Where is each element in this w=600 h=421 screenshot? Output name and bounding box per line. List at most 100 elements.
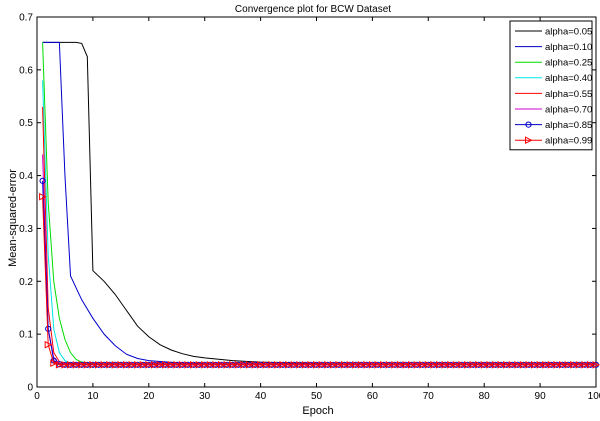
data-point-triangle (363, 360, 371, 369)
data-point-triangle (44, 340, 53, 349)
data-point-triangle (435, 360, 444, 369)
data-point-triangle (229, 360, 237, 369)
data-point-triangle (452, 360, 461, 369)
legend-label: alpha=0.70 (545, 104, 592, 115)
data-point-triangle (234, 360, 243, 369)
data-point-triangle (111, 360, 120, 369)
data-point-triangle (128, 360, 137, 369)
data-point-triangle (290, 360, 299, 369)
data-point-triangle (100, 360, 109, 369)
data-point-triangle (391, 360, 399, 369)
x-tick-label: 0 (34, 391, 40, 402)
x-tick-label: 50 (311, 391, 323, 402)
data-point-triangle (83, 360, 92, 369)
x-tick-label: 90 (535, 391, 547, 402)
data-point-triangle (340, 360, 349, 369)
data-point-triangle (150, 360, 159, 369)
data-point-triangle (564, 360, 573, 369)
data-point-triangle (145, 360, 153, 369)
data-point-triangle (173, 360, 181, 369)
legend-box (509, 20, 593, 151)
data-point-triangle (318, 360, 327, 369)
data-point-triangle (122, 360, 131, 369)
data-point-triangle (67, 360, 75, 369)
x-tick-label: 60 (367, 391, 379, 402)
data-point-triangle (296, 360, 304, 369)
series-layer (39, 41, 600, 369)
data-point-triangle (503, 360, 511, 369)
data-point-triangle (497, 360, 506, 369)
data-point-triangle (413, 360, 422, 369)
y-tick-label: 0.3 (19, 224, 33, 235)
data-point-triangle (251, 360, 260, 369)
data-point-triangle (190, 360, 198, 369)
data-point-triangle (463, 360, 472, 369)
legend: alpha=0.05 alpha=0.10 alpha=0.25 alpha=0.40… (509, 20, 593, 151)
data-point-triangle (257, 360, 265, 369)
data-point-triangle (357, 360, 366, 369)
data-point-triangle (39, 192, 47, 201)
data-point-triangle (134, 360, 142, 369)
data-point-triangle (329, 360, 338, 369)
legend-label: alpha=0.99 (545, 136, 592, 147)
data-point-triangle (519, 360, 528, 369)
data-point-triangle (441, 360, 450, 369)
data-point-triangle (139, 360, 148, 369)
data-point-triangle (536, 360, 545, 369)
data-point-triangle (346, 360, 355, 369)
data-point-triangle (335, 360, 343, 369)
data-point-triangle (245, 360, 254, 369)
data-point-triangle (78, 360, 86, 369)
data-point-triangle (547, 360, 556, 369)
x-tick-label: 70 (423, 391, 435, 402)
data-point-triangle (72, 360, 81, 369)
data-point-triangle (430, 360, 439, 369)
data-point-triangle (396, 360, 405, 369)
data-point-triangle (262, 360, 271, 369)
data-point-triangle (162, 360, 170, 369)
y-axis: 0 0.1 0.2 0.3 0.4 0.5 0.6 0.7 (19, 13, 596, 394)
data-point-triangle (491, 360, 500, 369)
data-point-triangle (419, 360, 427, 369)
chart-title: Convergence plot for BCW Dataset (235, 4, 391, 15)
data-point-triangle (94, 360, 103, 369)
legend-item: alpha=0.85 (515, 120, 592, 131)
data-point-triangle (273, 360, 282, 369)
y-tick-label: 0.2 (19, 277, 33, 288)
data-point-triangle (514, 360, 522, 369)
data-point-triangle (195, 360, 204, 369)
data-point-triangle (581, 360, 589, 369)
legend-label: alpha=0.25 (545, 58, 592, 69)
legend-label: alpha=0.10 (545, 42, 592, 53)
data-point-triangle (61, 360, 70, 369)
data-point-triangle (458, 360, 466, 369)
data-point-triangle (447, 360, 455, 369)
data-point-triangle (212, 360, 220, 369)
data-point-triangle (575, 360, 584, 369)
data-point-triangle (525, 360, 534, 369)
data-point-triangle (217, 360, 226, 369)
legend-label: alpha=0.55 (545, 89, 592, 100)
data-point-triangle (525, 136, 533, 145)
x-tick-label: 40 (255, 391, 267, 402)
data-point-triangle (531, 360, 539, 369)
data-point-triangle (385, 360, 394, 369)
data-point-triangle (542, 360, 550, 369)
x-tick-label: 80 (479, 391, 491, 402)
data-point-triangle (475, 360, 483, 369)
data-point-triangle (285, 360, 293, 369)
data-point-triangle (89, 360, 98, 369)
data-point-triangle (206, 360, 215, 369)
data-point-triangle (586, 360, 595, 369)
legend-item: alpha=0.10 (515, 42, 592, 53)
legend-label: alpha=0.85 (545, 120, 592, 131)
legend-item: alpha=0.05 (515, 26, 592, 37)
legend-item: alpha=0.25 (515, 58, 592, 69)
data-point-triangle (301, 360, 310, 369)
legend-label: alpha=0.05 (545, 26, 592, 37)
series-alpha-0-99 (39, 192, 600, 369)
data-point-triangle (167, 360, 176, 369)
x-axis-title: Epoch (302, 405, 333, 417)
data-point-triangle (368, 360, 377, 369)
